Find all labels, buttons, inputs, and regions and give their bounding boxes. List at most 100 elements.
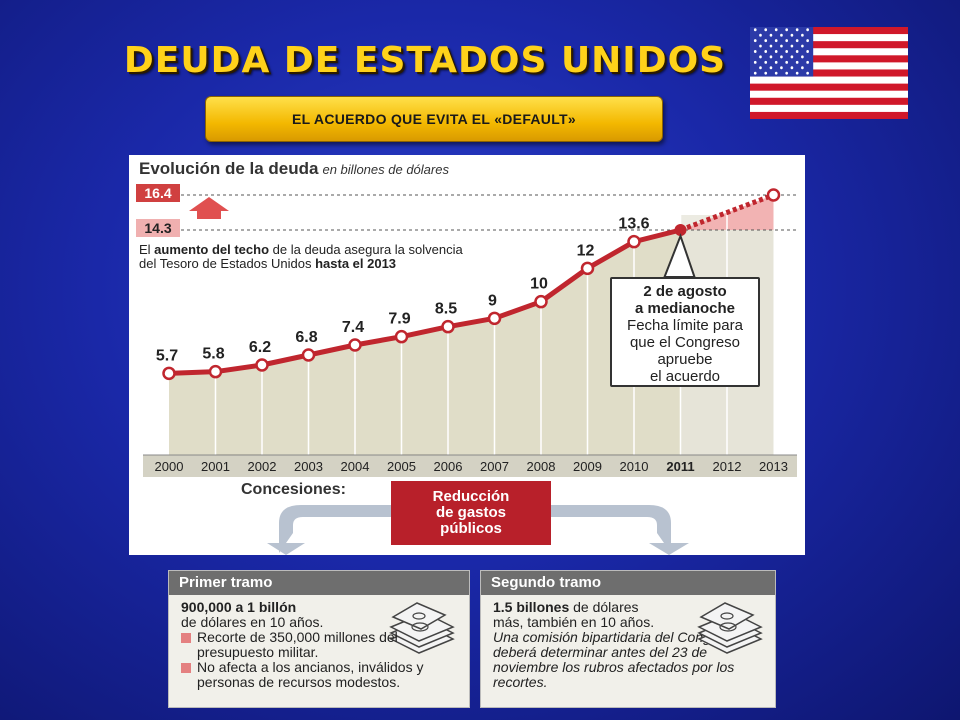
- x-tick-label: 2005: [387, 459, 416, 474]
- flag-star: [795, 71, 799, 75]
- note-part-bold: hasta el 2013: [315, 256, 397, 271]
- flag-star: [753, 50, 757, 53]
- data-label: 5.7: [156, 347, 178, 364]
- chart-unit: en billones de dólares: [322, 162, 449, 177]
- second-tranche-title: Segundo tramo: [481, 571, 775, 595]
- spending-cut-line: de gastos: [435, 504, 507, 521]
- flag-star: [753, 39, 757, 43]
- flag-star: [764, 28, 768, 32]
- callout-text: que el Congreso: [629, 334, 741, 351]
- flag-star: [790, 55, 794, 59]
- first-tranche-bullet: Recorte de 350,000 millones del presupue…: [181, 630, 461, 660]
- flag-star: [785, 60, 789, 64]
- flag-star: [780, 33, 783, 37]
- data-label: 5.8: [202, 346, 224, 363]
- data-point: [487, 311, 502, 326]
- us-flag-icon: [750, 27, 908, 119]
- flag-star: [780, 55, 783, 59]
- reference-label-high: 16.4: [136, 184, 180, 202]
- flag-star: [785, 71, 789, 75]
- data-label: 6.2: [249, 339, 271, 356]
- flag-star: [790, 33, 794, 37]
- x-tick-label: 2008: [527, 459, 556, 474]
- flag-star: [795, 39, 799, 43]
- data-label: 7.9: [388, 311, 410, 328]
- flag-star: [806, 71, 809, 75]
- projection-line: [679, 192, 775, 233]
- data-point: [348, 338, 362, 352]
- concessions-label: Concesiones:: [241, 481, 346, 498]
- flag-star: [801, 44, 804, 48]
- flag-star: [774, 39, 778, 43]
- data-point-current: [674, 224, 687, 236]
- data-label: 12: [577, 242, 595, 259]
- data-point: [162, 366, 176, 381]
- flag-star: [764, 50, 768, 53]
- x-tick-label: 2007: [480, 459, 509, 474]
- first-tranche-amount: 900,000 a 1 billón: [181, 599, 297, 615]
- first-tranche-title: Primer tramo: [169, 571, 469, 595]
- flag-star: [769, 55, 773, 59]
- deadline-callout: 2 de agosto a medianoche Fecha límite pa…: [610, 277, 760, 387]
- flag-star: [774, 28, 778, 32]
- chart-title: Evolución de la deuda en billones de dóla…: [139, 159, 449, 178]
- subtitle-banner: EL ACUERDO QUE EVITA EL «DEFAULT»: [205, 96, 663, 142]
- first-tranche-bullet: No afecta a los ancianos, inválidos y pe…: [181, 660, 461, 690]
- note-part: El: [139, 242, 155, 257]
- x-tick-label: 2000: [155, 459, 184, 474]
- x-tick-label: 2004: [341, 459, 370, 474]
- data-label: 8.5: [435, 301, 457, 318]
- callout-text: apruebe: [657, 351, 713, 368]
- flag-star: [769, 66, 773, 70]
- data-point: [301, 348, 316, 362]
- flag-star: [795, 60, 799, 64]
- flag-star: [785, 39, 789, 43]
- data-label: 10: [530, 276, 548, 293]
- flag-star: [785, 28, 789, 32]
- x-tick-label: 2013: [759, 459, 788, 474]
- data-point-projected: [766, 188, 781, 202]
- flag-star: [764, 39, 768, 43]
- flag-star: [753, 28, 757, 32]
- flag-star: [801, 55, 804, 59]
- data-point: [394, 329, 409, 344]
- flag-star: [795, 50, 799, 53]
- data-label: 9: [488, 292, 497, 309]
- flag-star: [790, 66, 794, 70]
- x-axis-band: [143, 455, 797, 477]
- callout-text: Fecha límite para: [627, 317, 743, 334]
- area-mask: [169, 215, 681, 374]
- concession-arrows: [279, 505, 671, 553]
- flag-star: [806, 60, 809, 64]
- page-title: DEUDA DE ESTADOS UNIDOS: [123, 40, 727, 81]
- data-label: 7.4: [342, 319, 364, 336]
- flag-star: [790, 44, 794, 48]
- note-part: de la deuda asegura la solvencia del Tes…: [139, 242, 463, 271]
- callout-heading: a medianoche: [634, 300, 736, 317]
- flag-star: [780, 44, 783, 48]
- second-tranche-panel: Segundo tramo 1.5 billones de dólares má…: [480, 570, 776, 708]
- callout-heading: 2 de agosto: [643, 283, 727, 300]
- note-part-bold: aumento del techo: [154, 242, 270, 257]
- flag-star: [806, 50, 809, 53]
- x-tick-label: 2011: [666, 459, 694, 474]
- flag-star: [764, 71, 768, 75]
- debt-chart-panel: 2000 2001 2002 2003 2004 2005 2006 2007 2008 2009…: [129, 155, 805, 555]
- flag-star: [780, 66, 783, 70]
- flag-star: [759, 55, 762, 59]
- flag-star: [753, 71, 757, 75]
- data-label: 6.8: [295, 329, 317, 346]
- flag-star: [774, 60, 778, 64]
- debt-area: [169, 230, 681, 454]
- x-tick-label: 2006: [434, 459, 463, 474]
- callout-text: el acuerdo: [649, 368, 721, 385]
- money-stack-icon: [389, 602, 455, 654]
- debt-ceiling-note: El aumento del techo de la deuda asegura…: [139, 243, 469, 271]
- second-tranche-amount: 1.5 billones de dólares: [493, 599, 639, 615]
- flag-star: [769, 44, 773, 48]
- data-point: [580, 261, 595, 276]
- data-point: [441, 319, 455, 334]
- data-point: [627, 234, 641, 249]
- spending-cut-box: Reducción de gastos públicos: [391, 481, 551, 545]
- data-label: 13.6: [618, 216, 649, 233]
